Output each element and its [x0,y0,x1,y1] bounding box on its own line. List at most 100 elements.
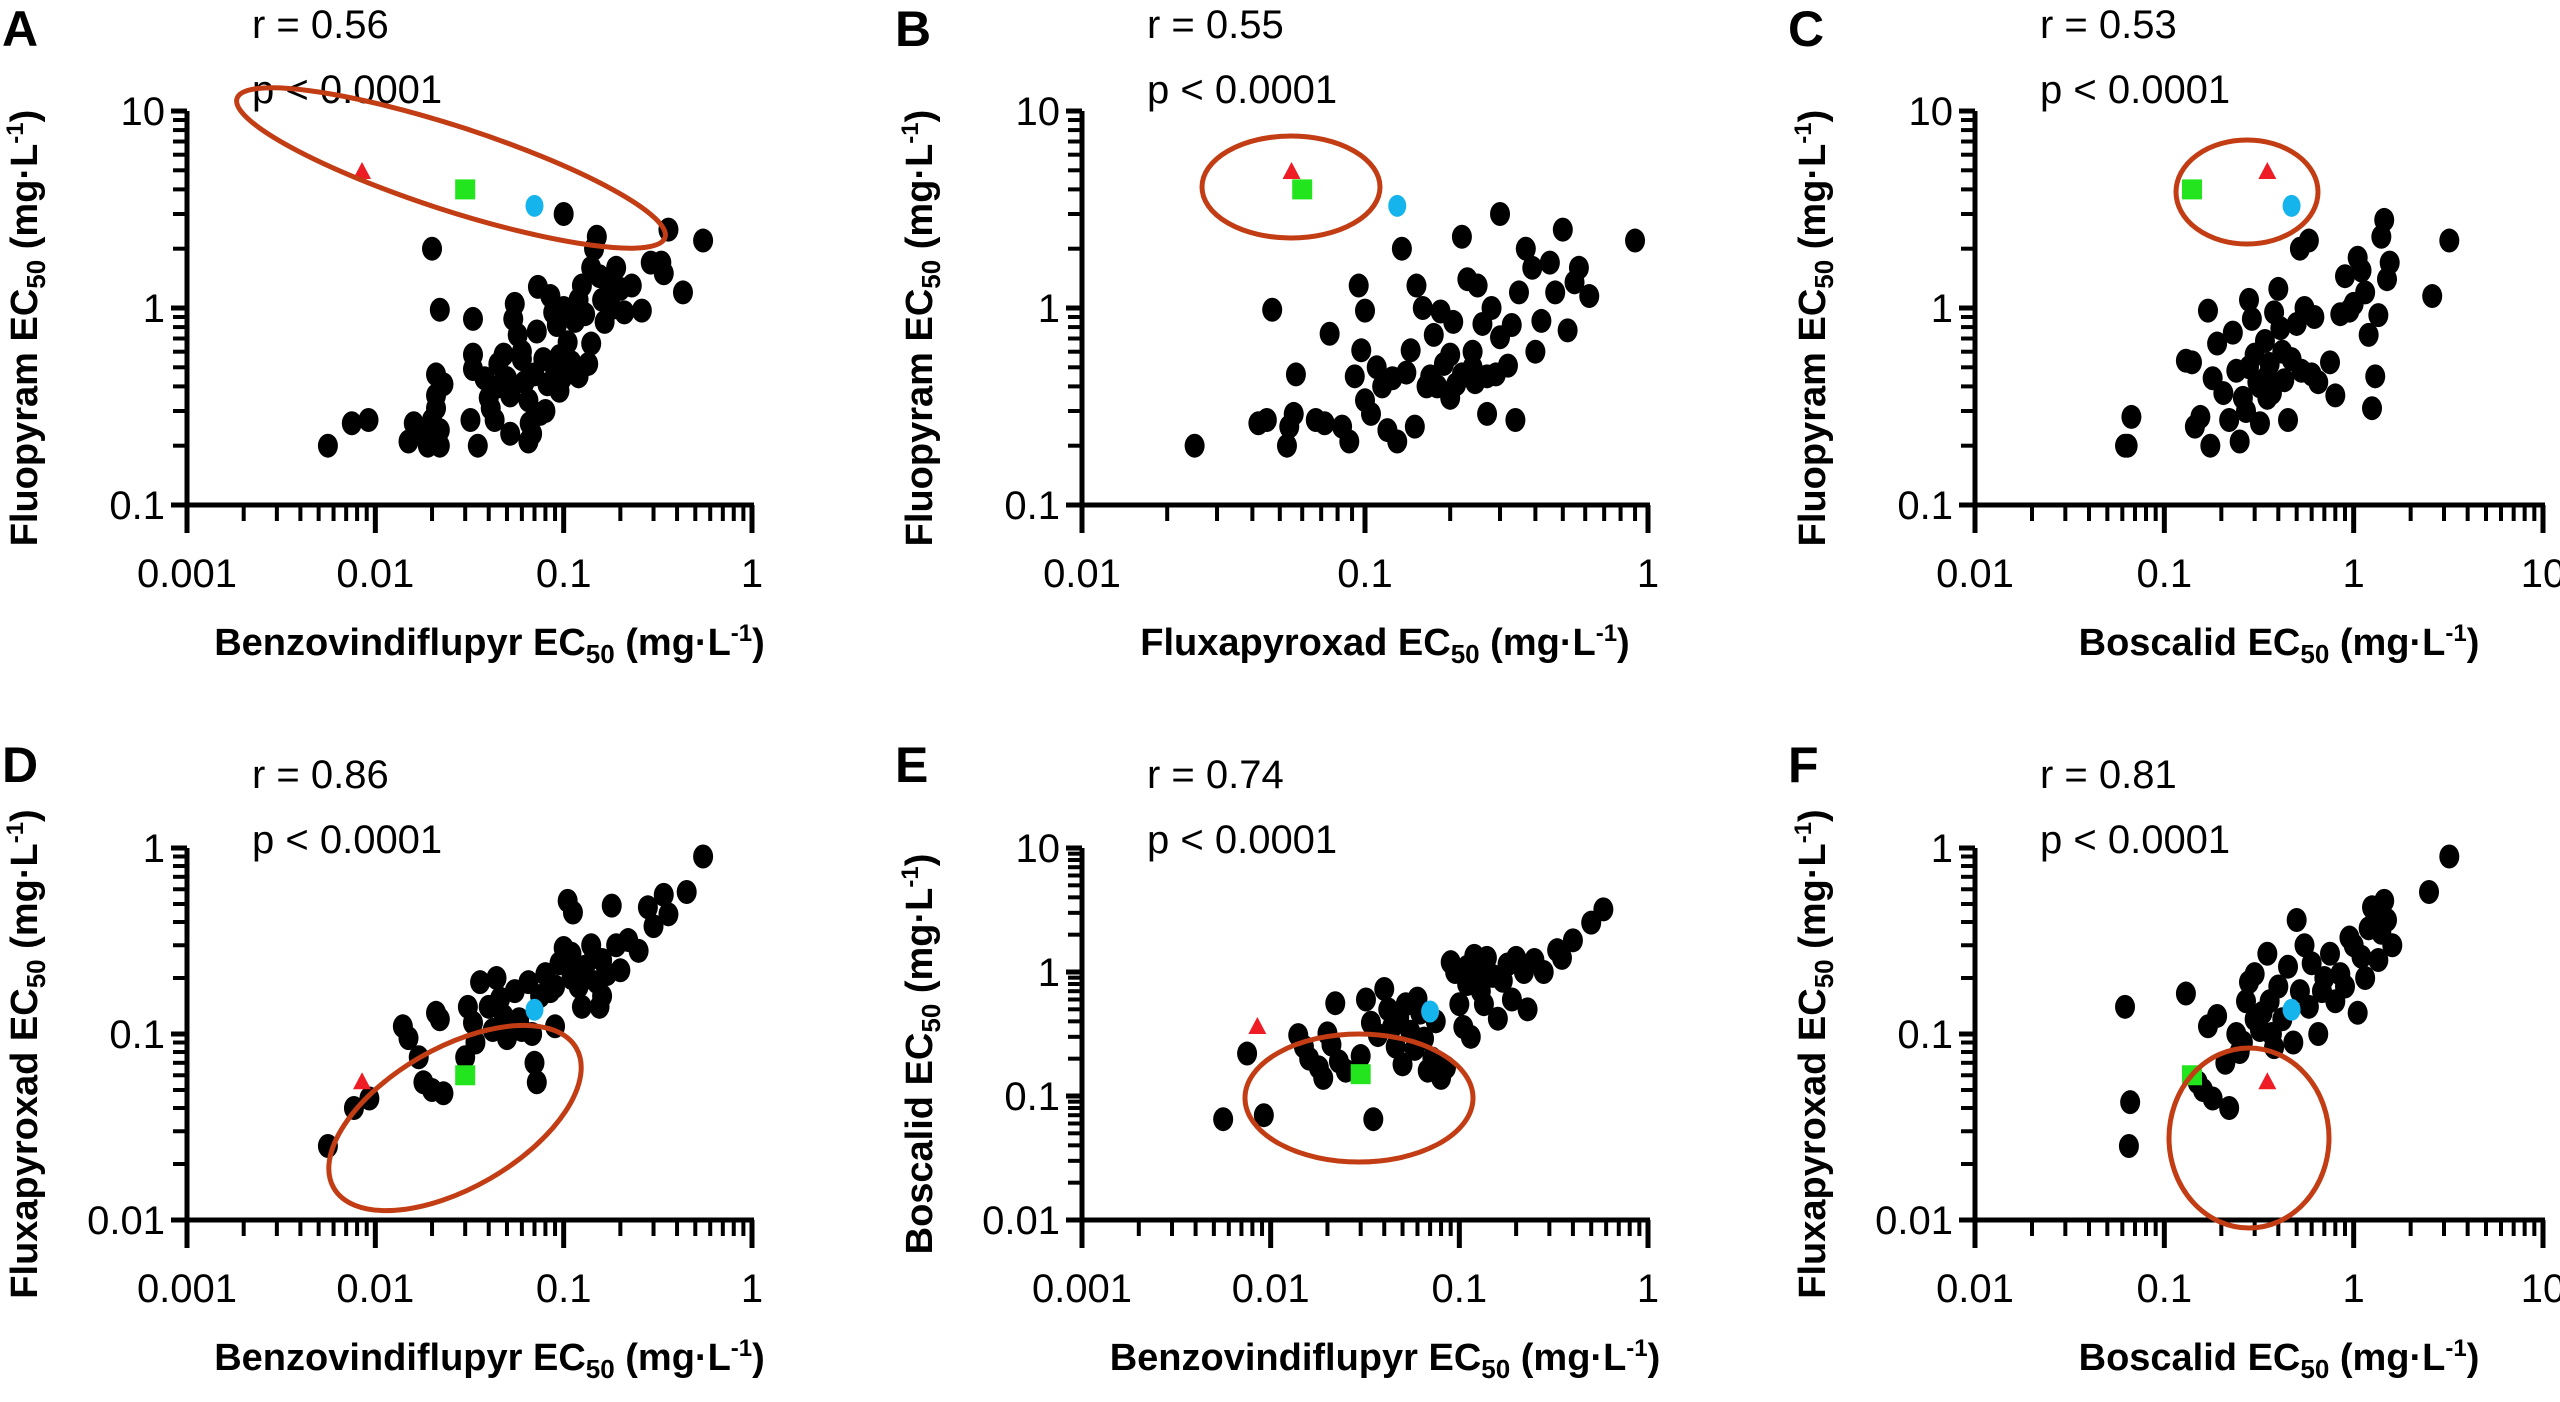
data-point [1481,296,1502,320]
p-value: p < 0.0001 [2040,68,2230,112]
data-point [1350,1044,1371,1069]
data-point [1363,1107,1384,1132]
data-point [1391,236,1412,261]
data-point [1314,411,1335,436]
data-point [524,1050,545,1075]
y-tick-label: 1 [1931,827,1953,871]
data-point [2355,966,2376,991]
data-point [1449,992,1470,1017]
panel-letter: A [2,1,38,57]
data-point [2257,385,2278,410]
data-point [1400,338,1421,363]
data-point [2274,368,2295,393]
data-point [614,300,635,325]
data-point [1325,991,1346,1016]
x-tick-label: 0.1 [536,1267,592,1311]
data-point [1579,284,1600,309]
x-tick-label: 0.01 [1936,552,2014,596]
x-axis-title: Fluxapyroxad EC50 (mg·L-1) [1140,620,1629,669]
data-point [1473,992,1494,1017]
data-point [1531,308,1552,333]
data-point [2278,954,2299,979]
y-tick-label: 0.1 [109,484,165,528]
data-point [658,902,679,927]
highlight-triangle-marker [2258,162,2277,180]
highlight-ellipse [2166,1045,2332,1231]
data-point [1412,296,1433,320]
data-point [1237,1041,1258,1066]
data-point [1313,1065,1334,1090]
x-axis-title: Boscalid EC50 (mg·L-1) [2079,620,2480,669]
data-point [398,1026,419,1051]
x-tick-label: 0.1 [1337,552,1393,596]
x-tick-label: 1 [1637,552,1659,596]
data-point [2257,941,2278,966]
data-point [2422,284,2443,309]
data-point [470,970,491,995]
data-point [2358,322,2379,347]
data-point [2278,408,2299,433]
highlight-ellipse [1199,133,1383,241]
highlight-circle-marker [2282,998,2301,1021]
y-tick-label: 1 [143,827,165,871]
data-point [1525,339,1546,364]
y-tick-label: 0.1 [109,1013,165,1057]
x-axis-title: Benzovindiflupyr EC50 (mg·L-1) [214,1335,765,1384]
x-tick-label: 0.01 [336,552,414,596]
y-tick-label: 1 [143,287,165,331]
data-point [2368,947,2389,972]
panel-letter: B [895,1,931,57]
panel-letter: D [2,737,38,793]
data-point [2118,1133,2139,1158]
y-tick-label: 1 [1038,951,1060,995]
highlight-square-marker [1350,1064,1371,1085]
data-point [2175,981,2196,1006]
data-point [643,914,664,939]
x-tick-label: 0.1 [536,552,592,596]
data-point [433,1081,454,1106]
data-point [1477,401,1498,426]
highlight-triangle-marker [1282,162,1301,180]
data-point [575,966,596,991]
data-point [317,433,338,458]
x-tick-label: 1 [1637,1267,1659,1311]
x-axis-title: Boscalid EC50 (mg·L-1) [2079,1335,2480,1384]
x-tick-label: 1 [741,552,763,596]
data-point [2439,844,2460,869]
data-point [2368,303,2389,328]
data-point [1497,353,1518,378]
data-point [2419,880,2440,905]
data-point [2374,888,2395,913]
data-point [1344,364,1365,389]
x-tick-label: 0.01 [1043,552,1121,596]
data-point [2351,258,2372,283]
highlight-square-marker [1292,179,1313,200]
highlight-circle-marker [525,998,544,1021]
data-point [493,1003,514,1028]
data-point [2335,974,2356,999]
x-tick-label: 10 [2521,1267,2560,1311]
data-point [1213,1107,1234,1132]
data-point [1457,954,1478,979]
data-point [2294,933,2315,958]
data-point [2382,933,2403,958]
data-point [1557,318,1578,343]
data-point [1184,433,1205,458]
data-point [2304,305,2325,330]
data-point [486,966,507,991]
data-point [1515,236,1536,261]
data-point [557,330,578,355]
data-point [1404,414,1425,439]
x-axis-title: Benzovindiflupyr EC50 (mg·L-1) [214,620,765,669]
data-point [575,302,596,327]
data-point [2320,350,2341,375]
x-tick-label: 10 [2521,552,2560,596]
x-tick-label: 0.001 [1032,1267,1132,1311]
data-point [1355,987,1376,1012]
data-point [2200,433,2221,458]
data-point [2213,381,2234,406]
data-point [460,408,481,433]
